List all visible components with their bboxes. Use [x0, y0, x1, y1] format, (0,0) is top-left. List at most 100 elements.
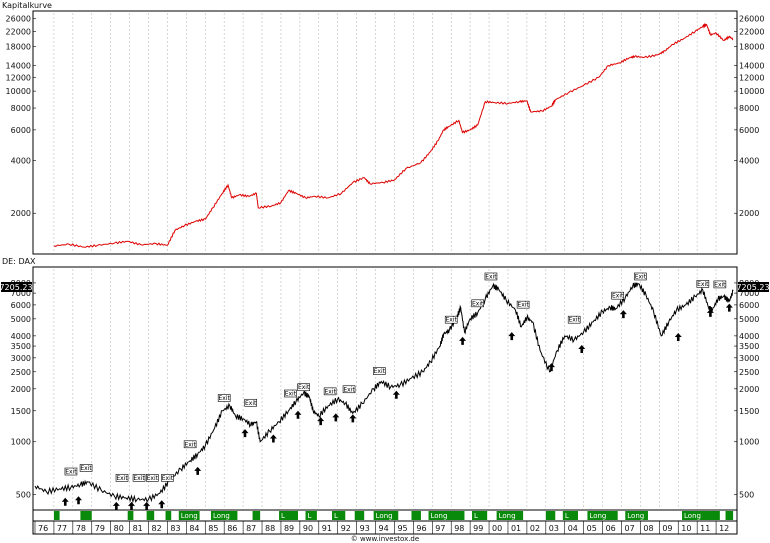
long-position-bar [332, 511, 346, 520]
up-arrow-icon [459, 336, 467, 345]
long-position-bar [545, 511, 556, 520]
exit-tag [64, 467, 78, 476]
exit-tag [444, 315, 458, 324]
x-tick-label: 07 [624, 524, 634, 533]
top-y-tick-label: 22000 [739, 27, 764, 36]
bottom-y-tick-label: 5000 [11, 315, 31, 324]
x-tick-label: 94 [379, 524, 389, 533]
x-tick-label: 06 [606, 524, 616, 533]
x-tick-label: 88 [265, 524, 275, 533]
bottom-panel-frame [32, 266, 738, 511]
long-position-bar [428, 511, 465, 520]
long-position-bar [411, 511, 421, 520]
bottom-y-tick-label: 4000 [11, 332, 31, 341]
bottom-y-tick-label: 2000 [739, 385, 759, 394]
bottom-y-tick-label: 1500 [11, 407, 31, 416]
x-tick-label: 10 [681, 524, 691, 533]
top-y-tick-label: 4000 [739, 157, 759, 166]
exit-tag [115, 474, 129, 482]
exit-tag [484, 272, 498, 281]
long-position-bar [472, 511, 488, 520]
exit-tag-label: Exit [635, 273, 647, 280]
exit-tag-label: Exit [472, 300, 484, 307]
exit-tag [284, 389, 297, 398]
up-arrow-icon [158, 500, 166, 509]
up-arrow-icon [508, 332, 516, 341]
long-position-label: Long [627, 512, 644, 520]
exit-tag-label: Exit [374, 368, 386, 375]
exit-tag-label: Exit [162, 475, 174, 482]
x-tick-label: 12 [719, 524, 729, 533]
bottom-y-tick-label: 500 [16, 491, 31, 500]
bottom-y-tick-label: 7000 [11, 289, 31, 298]
long-position-bar [562, 511, 578, 520]
exit-tag-label: Exit [485, 273, 497, 280]
exit-tag-label: Exit [714, 281, 726, 288]
x-tick-label: 00 [492, 524, 502, 533]
long-position-bar [53, 511, 60, 520]
x-tick-label: 83 [170, 524, 180, 533]
up-arrow-icon [725, 303, 733, 312]
exit-tag-label: Exit [147, 475, 159, 482]
bottom-y-axis: 500 500 1000 1000 1500 1500 2000 2000 2500 2500 30… [11, 279, 760, 500]
top-y-tick-label: 6000 [739, 126, 759, 135]
x-tick-label: 93 [360, 524, 370, 533]
bottom-y-tick-label: 3500 [739, 342, 759, 351]
exit-tag-label: Exit [80, 465, 92, 472]
top-panel: Kapitalkurve 2000 2000 4000 4000 6000 6000 800… [2, 1, 764, 255]
exit-tag [713, 280, 727, 289]
bottom-y-tick-label: 2000 [11, 385, 31, 394]
x-tick-label: 99 [473, 524, 483, 533]
top-y-tick-label: 6000 [11, 126, 31, 135]
top-y-tick-label: 2000 [739, 209, 759, 218]
svg-text:7205.23: 7205.23 [0, 283, 33, 292]
x-tick-label: 97 [435, 524, 445, 533]
long-position-bar [725, 511, 734, 520]
bottom-y-tick-label: 1000 [739, 438, 759, 447]
exit-tag-label: Exit [697, 281, 709, 288]
up-arrow-icon [127, 501, 135, 510]
bottom-y-tick-label: 5000 [739, 315, 759, 324]
x-axis-frame [32, 520, 738, 535]
long-position-bar [354, 511, 365, 520]
long-position-label: L [474, 512, 478, 520]
x-tick-label: 03 [549, 524, 559, 533]
long-position-bar [625, 511, 648, 520]
long-position-label: Long [499, 512, 516, 520]
top-y-tick-label: 18000 [739, 43, 764, 52]
x-tick-label: 05 [587, 524, 597, 533]
long-position-bar [80, 511, 92, 520]
exit-tag-label: Exit [116, 475, 128, 482]
long-position-bar [373, 511, 399, 520]
long-position-bar [127, 511, 134, 520]
exit-tag-label: Exit [219, 395, 231, 402]
up-arrow-icon [294, 410, 302, 419]
long-position-label: L [334, 512, 338, 520]
top-y-tick-label: 14000 [6, 62, 31, 71]
up-arrow-icon [578, 344, 586, 353]
x-tick-label: 02 [530, 524, 540, 533]
long-position-bar [178, 511, 200, 520]
exit-tag [611, 291, 625, 300]
bottom-y-tick-label: 1000 [11, 438, 31, 447]
up-arrow-icon [706, 308, 714, 317]
exit-tag [323, 387, 337, 396]
top-y-tick-label: 18000 [6, 43, 31, 52]
exit-tag [634, 272, 647, 281]
x-tick-label: 09 [662, 524, 672, 533]
bottom-y-tick-label: 7000 [739, 289, 759, 298]
up-arrow-icon [674, 333, 682, 342]
exit-tag [471, 299, 485, 308]
up-arrow-icon [547, 363, 555, 372]
up-arrow-icon [194, 466, 202, 475]
up-arrow-icon [75, 496, 83, 505]
bottom-y-tick-label: 3500 [11, 342, 31, 351]
top-y-tick-label: 14000 [739, 62, 764, 71]
exit-tag [342, 385, 356, 394]
last-value-left: 7205.23 [0, 282, 33, 292]
top-y-tick-label: 8000 [739, 104, 759, 113]
top-y-tick-label: 12000 [6, 73, 31, 82]
